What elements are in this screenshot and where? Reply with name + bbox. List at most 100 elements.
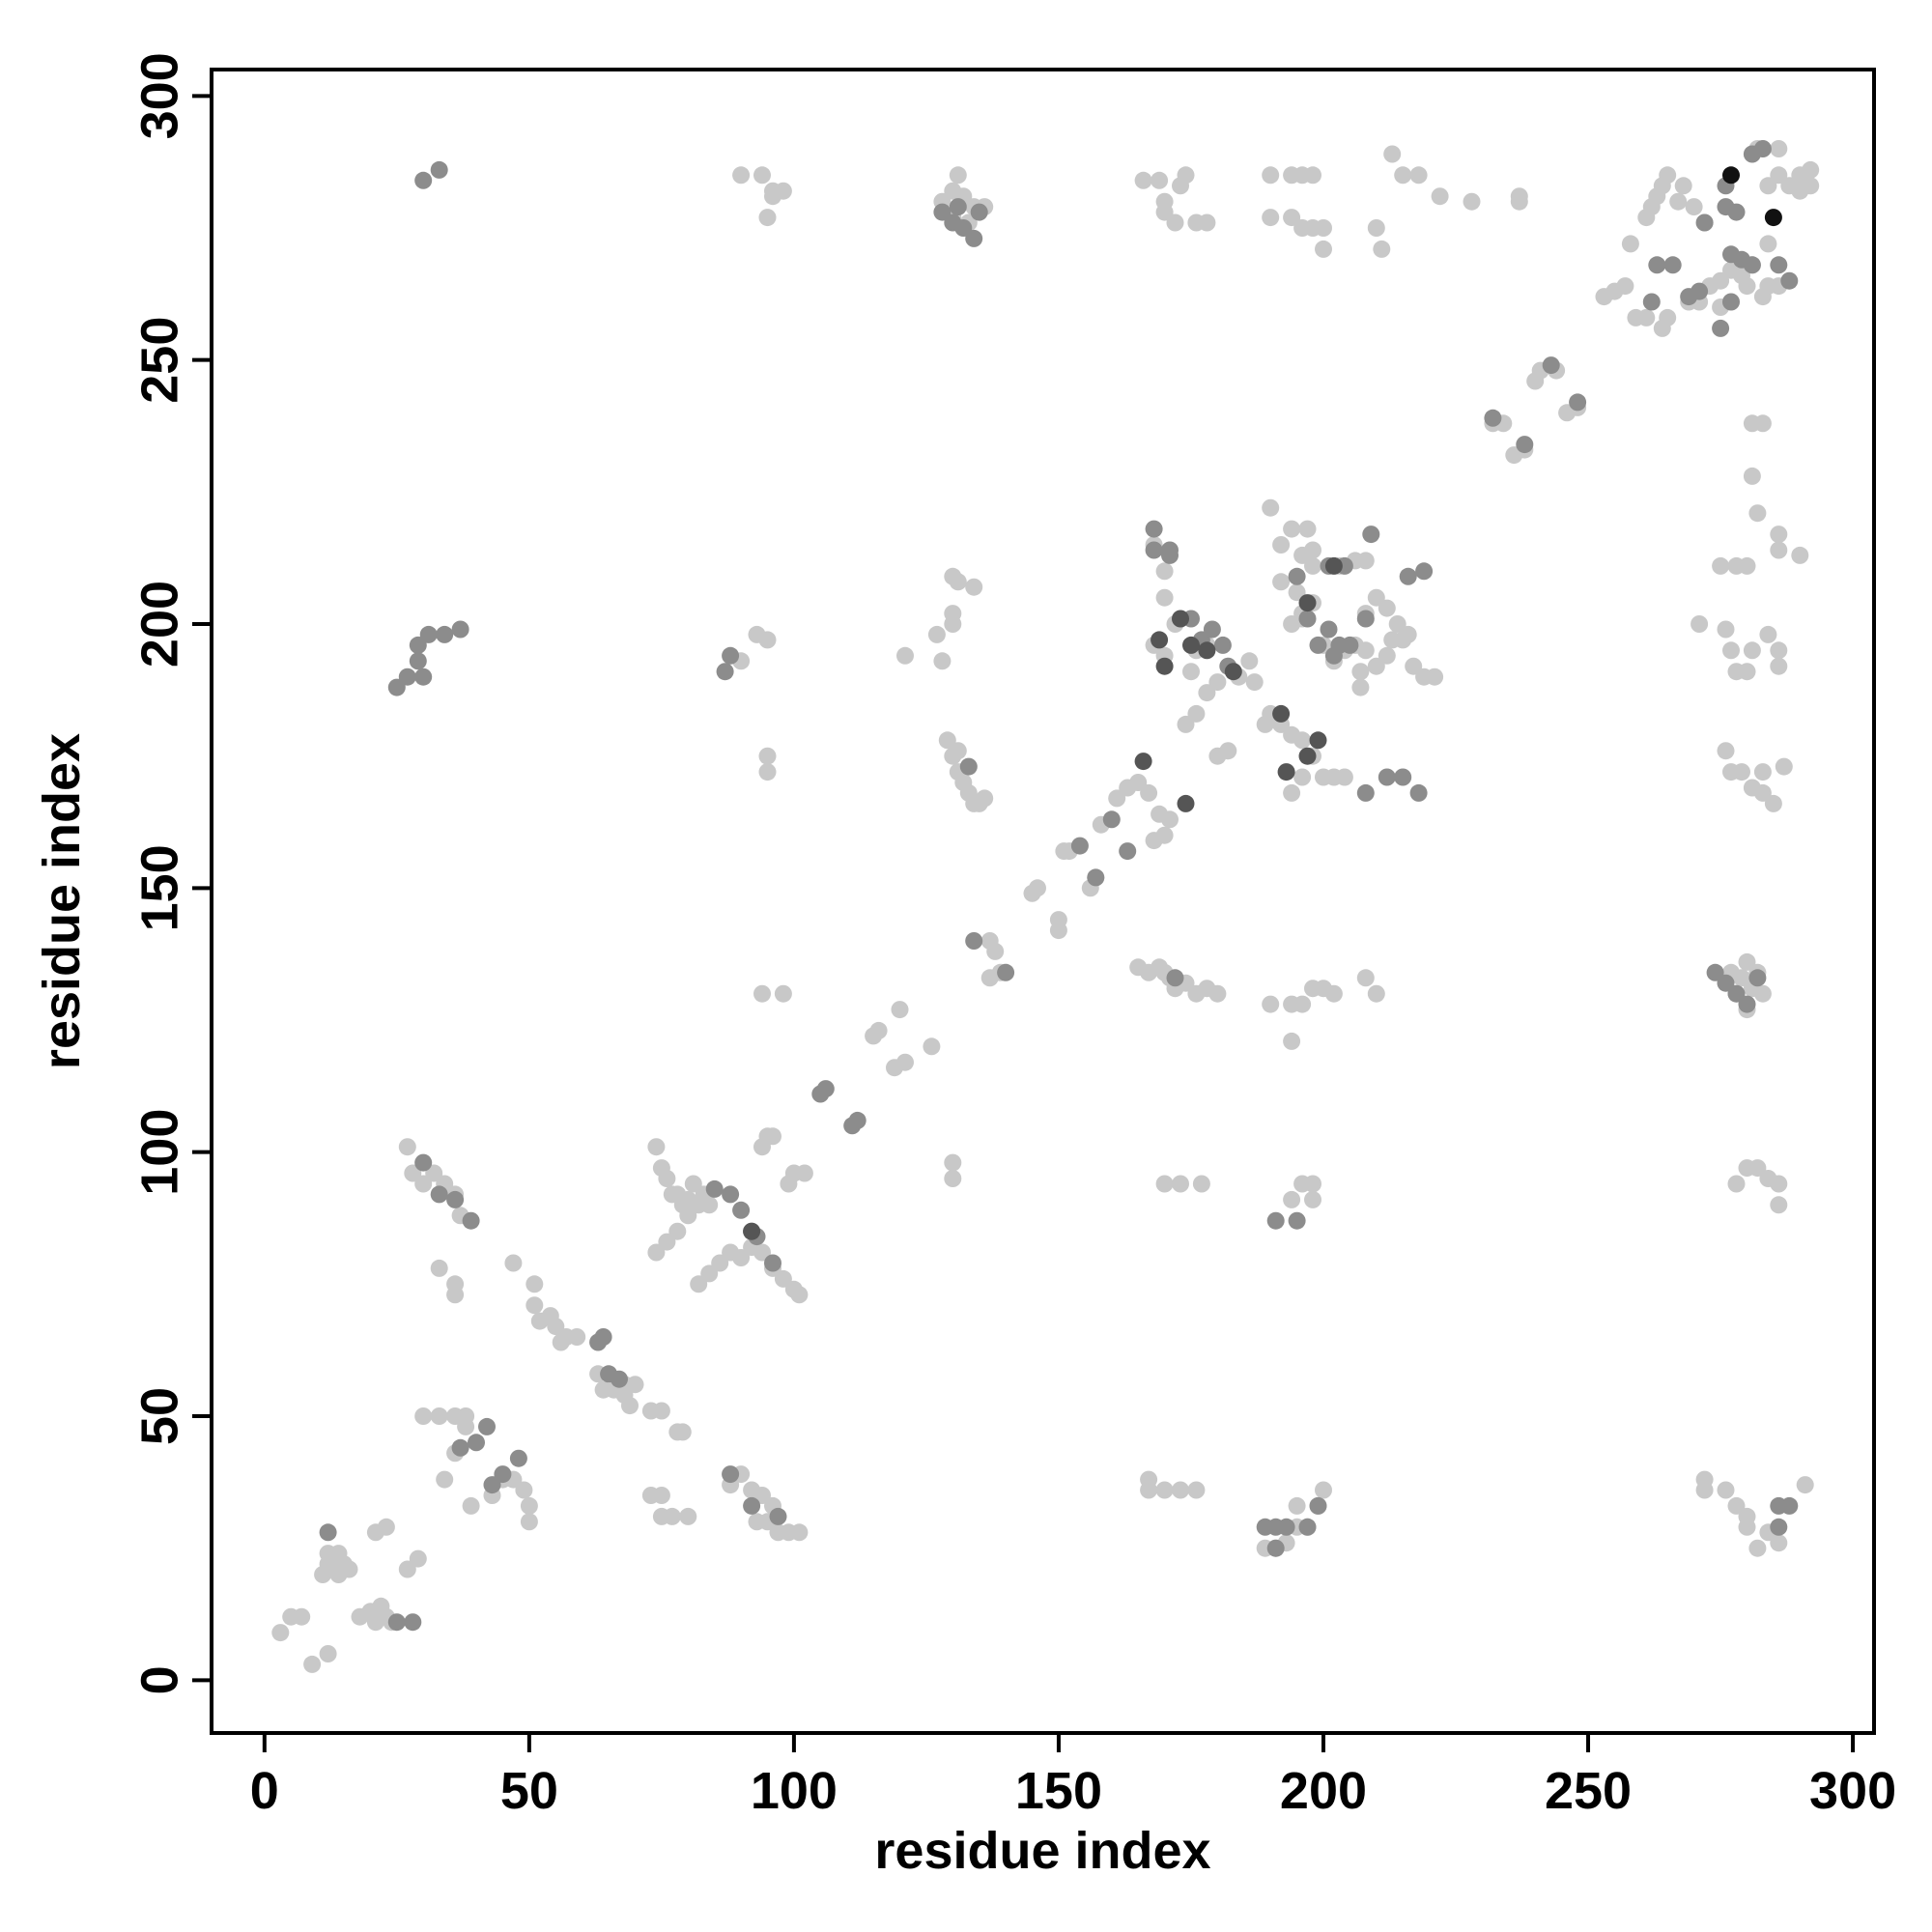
data-point-light (753, 984, 771, 1003)
data-point-light (927, 625, 946, 643)
data-point-medium (409, 652, 427, 670)
data-point-dark (1172, 610, 1189, 628)
data-point-light (1272, 536, 1291, 554)
y-tick-label: 200 (130, 581, 188, 668)
data-point-dark (743, 1222, 761, 1240)
data-point-medium (1145, 541, 1163, 559)
data-point-light (1049, 911, 1067, 929)
data-point-light (1378, 599, 1396, 617)
data-point-light (340, 1560, 358, 1578)
data-point-medium (1166, 969, 1184, 987)
data-point-light (1272, 573, 1291, 591)
data-point-light (1356, 969, 1375, 987)
data-point-light (764, 1127, 781, 1146)
data-point-light (1727, 1496, 1746, 1515)
data-point-light (753, 1243, 771, 1262)
data-point-light (1304, 541, 1321, 559)
data-point-light (1659, 308, 1677, 327)
data-point-light (1283, 615, 1301, 633)
data-point-light (1770, 1196, 1788, 1214)
data-point-light (621, 1397, 639, 1415)
data-point-light (1304, 166, 1321, 185)
data-point-light (1155, 826, 1174, 844)
data-point-medium (387, 1613, 406, 1632)
data-point-medium (1648, 256, 1666, 274)
data-point-light (1802, 160, 1820, 179)
data-point-dark (1272, 704, 1291, 723)
data-point-light (1770, 641, 1788, 660)
data-point-light (1426, 668, 1444, 686)
data-point-medium (997, 963, 1015, 981)
data-point-light (1315, 219, 1332, 237)
data-point-light (647, 1138, 666, 1156)
data-point-light (684, 1175, 702, 1193)
data-point-medium (769, 1507, 787, 1525)
data-point-medium (722, 646, 740, 665)
x-axis-title: residue index (874, 1822, 1210, 1880)
data-point-light (1182, 663, 1200, 681)
data-point-light (1283, 209, 1301, 227)
data-point-light (1770, 1175, 1788, 1193)
data-point-light (1140, 1481, 1158, 1499)
data-point-light (1753, 783, 1772, 802)
data-point-light (1315, 240, 1332, 258)
data-point-medium (446, 1190, 465, 1208)
data-point-light (1717, 620, 1735, 639)
data-point-dark (1309, 731, 1327, 750)
data-point-light (1770, 140, 1788, 157)
data-point-medium (1266, 1211, 1285, 1230)
data-point-light (1208, 984, 1227, 1003)
data-point-light (700, 1264, 719, 1283)
data-point-light (1669, 192, 1688, 211)
data-point-dark (1155, 657, 1174, 675)
data-point-light (658, 1233, 676, 1251)
data-point-medium (398, 668, 416, 686)
data-point-medium (816, 1080, 835, 1098)
data-point-light (1304, 1190, 1321, 1208)
data-point-light (1463, 192, 1481, 211)
data-point-light (1155, 203, 1174, 221)
data-point-light (1748, 1159, 1767, 1178)
data-point-medium (1102, 810, 1121, 829)
data-point-light (1738, 277, 1756, 296)
data-point-light (652, 1487, 670, 1504)
data-point-medium (1722, 293, 1740, 311)
data-point-light (446, 1286, 465, 1304)
data-point-light (986, 942, 1005, 960)
data-point-light (774, 1269, 792, 1288)
x-tick-label: 200 (1280, 1762, 1367, 1820)
data-point-light (1283, 1032, 1301, 1050)
data-point-light (869, 1021, 888, 1039)
data-point-light (1409, 166, 1428, 185)
data-point-light (1293, 995, 1312, 1013)
data-point-medium (409, 636, 427, 654)
data-point-light (679, 1207, 697, 1225)
data-point-dark (1277, 763, 1295, 781)
data-point-light (1770, 541, 1788, 559)
data-point-black (1722, 166, 1740, 185)
data-point-light (1759, 177, 1777, 195)
data-point-light (457, 1417, 475, 1435)
data-point-light (1770, 526, 1788, 544)
y-tick-label: 150 (130, 844, 188, 931)
data-point-light (1753, 763, 1772, 781)
data-point-light (1155, 1175, 1174, 1193)
data-point-light (1674, 177, 1692, 195)
data-point-light (1717, 1481, 1735, 1499)
data-point-light (673, 1423, 692, 1441)
data-point-medium (1087, 868, 1105, 887)
data-point-light (790, 1523, 809, 1542)
data-point-medium (722, 1465, 740, 1484)
data-point-light (1722, 641, 1740, 660)
data-point-light (938, 731, 956, 750)
data-point-medium (1753, 140, 1772, 157)
data-point-light (790, 1286, 809, 1304)
data-point-light (319, 1645, 337, 1662)
data-point-light (700, 1196, 719, 1214)
data-point-light (1172, 1481, 1189, 1499)
data-point-medium (594, 1328, 612, 1346)
data-point-light (1356, 552, 1375, 570)
data-point-medium (319, 1523, 337, 1542)
data-point-medium (732, 1201, 751, 1219)
data-point-medium (419, 625, 438, 643)
